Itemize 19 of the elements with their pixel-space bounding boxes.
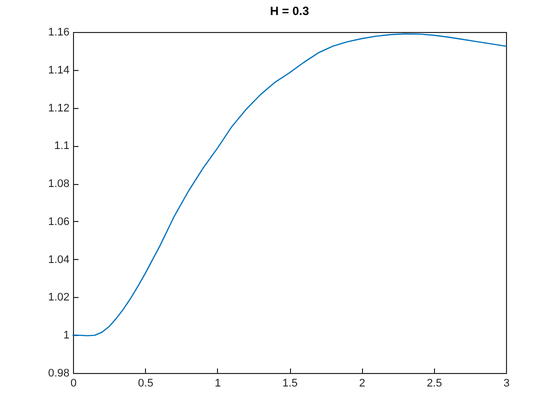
y-tick-label: 1.06 [48, 216, 70, 228]
y-tick-label: 1.02 [48, 292, 70, 304]
x-tick-label: 2 [359, 378, 366, 390]
x-tick-label: 1.5 [282, 378, 298, 390]
y-tick-label: 1.12 [48, 102, 70, 114]
y-tick-label: 1.16 [48, 26, 70, 38]
y-tick-label: 1.1 [54, 140, 70, 152]
x-tick-label: 3 [503, 378, 510, 390]
y-tick-label: 1.14 [48, 64, 70, 76]
chart-title: H = 0.3 [270, 4, 310, 18]
x-tick-label: 0 [70, 378, 77, 390]
x-tick-label: 2.5 [426, 378, 442, 390]
x-tick-label: 1 [214, 378, 221, 390]
x-tick-label: 0.5 [138, 378, 154, 390]
y-tick-label: 1.04 [48, 254, 70, 266]
y-tick-label: 0.98 [48, 368, 70, 380]
y-tick-label: 1.08 [48, 178, 70, 190]
y-tick-label: 1 [63, 330, 70, 342]
line-series [72, 33, 507, 336]
